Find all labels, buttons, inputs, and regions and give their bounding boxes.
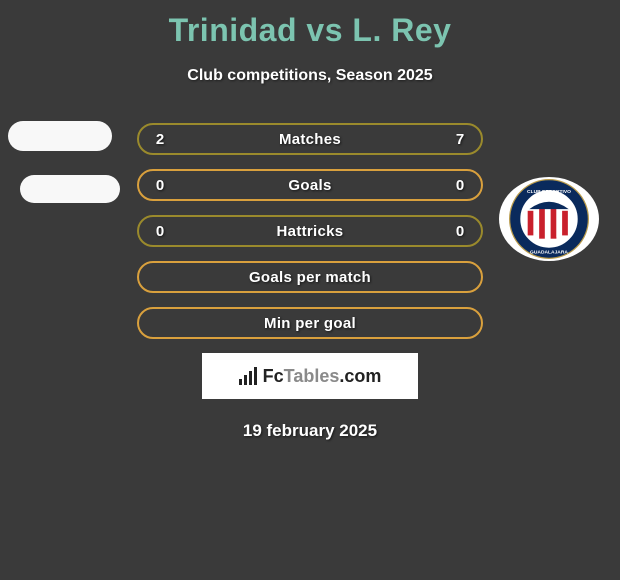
stat-label: Goals xyxy=(288,177,331,194)
watermark: FcTables.com xyxy=(202,353,418,399)
watermark-text: FcTables.com xyxy=(263,366,382,387)
stat-row-goals: 0 Goals 0 xyxy=(137,169,483,201)
svg-text:CLUB DEPORTIVO: CLUB DEPORTIVO xyxy=(527,189,571,195)
stat-right-value: 0 xyxy=(453,177,467,194)
subtitle: Club competitions, Season 2025 xyxy=(0,67,620,85)
chivas-crest-icon: CLUB DEPORTIVO GUADALAJARA xyxy=(508,178,590,260)
brand-suffix: .com xyxy=(339,366,381,386)
player-left-badge-2 xyxy=(20,175,120,203)
stat-row-hattricks: 0 Hattricks 0 xyxy=(137,215,483,247)
player-left-badge-1 xyxy=(8,121,112,151)
player-right-crest: CLUB DEPORTIVO GUADALAJARA xyxy=(499,177,599,261)
stat-row-mpg: Min per goal xyxy=(137,307,483,339)
stat-label: Goals per match xyxy=(249,269,371,286)
brand-rest: Tables xyxy=(284,366,340,386)
page-title: Trinidad vs L. Rey xyxy=(0,0,620,49)
stat-row-gpm: Goals per match xyxy=(137,261,483,293)
stat-label: Min per goal xyxy=(264,315,356,332)
stat-right-value: 0 xyxy=(453,223,467,240)
comparison-content: CLUB DEPORTIVO GUADALAJARA 2 Matches 7 0… xyxy=(0,123,620,441)
stat-label: Matches xyxy=(279,131,341,148)
date-text: 19 february 2025 xyxy=(0,421,620,441)
stat-left-value: 0 xyxy=(153,177,167,194)
stat-left-value: 0 xyxy=(153,223,167,240)
stat-row-matches: 2 Matches 7 xyxy=(137,123,483,155)
stat-rows: 2 Matches 7 0 Goals 0 0 Hattricks 0 Goal… xyxy=(137,123,483,339)
bars-logo-icon xyxy=(239,367,257,385)
stat-label: Hattricks xyxy=(277,223,344,240)
brand-strong: Fc xyxy=(263,366,284,386)
stat-right-value: 7 xyxy=(453,131,467,148)
stat-left-value: 2 xyxy=(153,131,167,148)
svg-text:GUADALAJARA: GUADALAJARA xyxy=(530,249,568,255)
